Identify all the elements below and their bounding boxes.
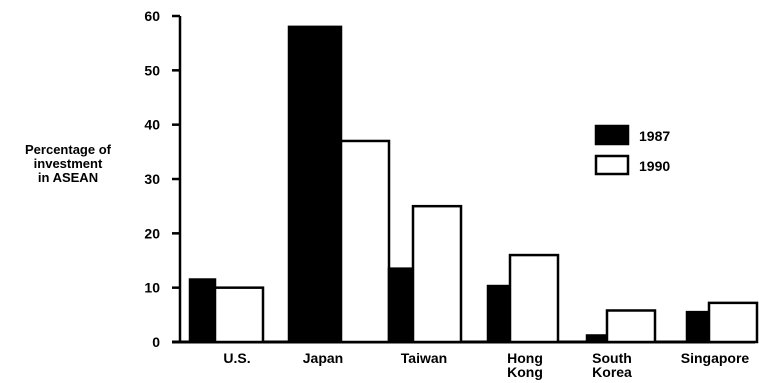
bar-1987 bbox=[387, 267, 415, 344]
bar-1987 bbox=[685, 310, 711, 344]
category-label: U.S. bbox=[223, 350, 250, 366]
legend-swatch-1990 bbox=[594, 154, 630, 176]
category-label: South bbox=[592, 350, 632, 366]
y-axis-label-line: Percentage of bbox=[25, 142, 112, 157]
bar-1990 bbox=[508, 253, 560, 344]
legend-swatch-1987 bbox=[594, 124, 630, 146]
bar-1987 bbox=[188, 278, 217, 344]
category-label: Japan bbox=[303, 350, 343, 366]
y-tick-label: 30 bbox=[144, 171, 160, 187]
category-label: Taiwan bbox=[401, 350, 447, 366]
bar-1987 bbox=[287, 25, 343, 344]
bars bbox=[188, 25, 759, 344]
legend-label-1990: 1990 bbox=[639, 158, 670, 174]
bar-1990 bbox=[339, 139, 391, 344]
bar-1987 bbox=[585, 334, 609, 344]
category-label: Korea bbox=[592, 364, 632, 380]
y-tick-label: 50 bbox=[144, 62, 160, 78]
y-axis-label-line: investment bbox=[34, 156, 103, 171]
y-tick-label: 20 bbox=[144, 225, 160, 241]
bar-1990 bbox=[707, 301, 759, 344]
y-axis-ticks: 0 10 20 30 40 50 60 bbox=[144, 8, 180, 350]
y-tick-label: 0 bbox=[152, 334, 160, 350]
category-label: Singapore bbox=[681, 350, 750, 366]
y-tick-label: 40 bbox=[144, 117, 160, 133]
y-axis-label-line: in ASEAN bbox=[38, 170, 98, 185]
bar-1990 bbox=[213, 286, 265, 344]
bar-1990 bbox=[411, 204, 463, 344]
category-label: Kong bbox=[507, 364, 543, 380]
y-tick-label: 10 bbox=[144, 280, 160, 296]
bar-1987 bbox=[486, 284, 512, 344]
legend-label-1987: 1987 bbox=[639, 128, 670, 144]
legend: 1987 1990 bbox=[594, 124, 670, 176]
bar-1990 bbox=[605, 309, 657, 344]
y-tick-label: 60 bbox=[144, 8, 160, 24]
category-label: Hong bbox=[507, 350, 543, 366]
